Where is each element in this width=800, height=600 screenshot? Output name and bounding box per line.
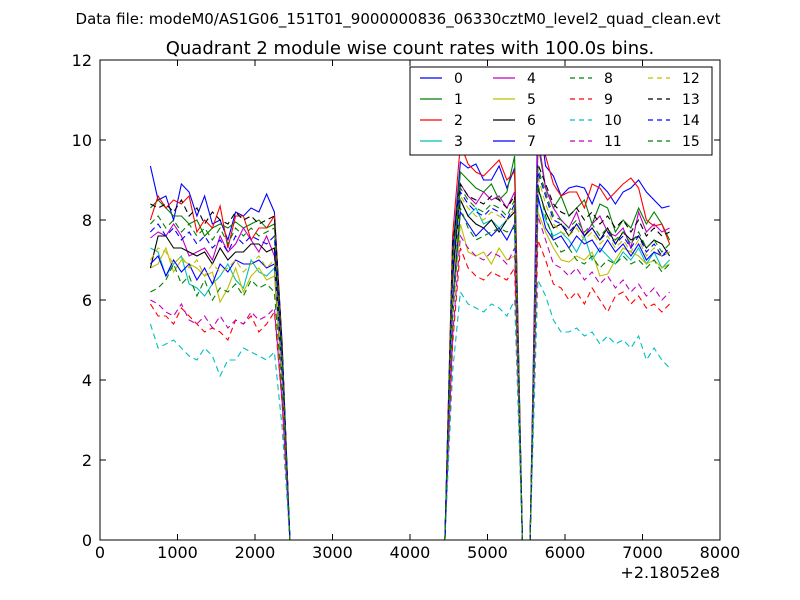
axes-layer: 0 1000 2000 3000 4000 5000 6000 7000 80000246810… xyxy=(72,51,741,562)
series-line-13 xyxy=(150,163,670,540)
legend-label-7: 7 xyxy=(527,134,536,150)
x-tick-label: 7000 xyxy=(622,543,663,562)
x-axis-offset-label: +2.18052e8 xyxy=(620,563,720,582)
x-tick-label: 2000 xyxy=(235,543,276,562)
chart-title: Quadrant 2 module wise count rates with … xyxy=(166,38,655,59)
y-tick-label: 2 xyxy=(82,451,92,470)
series-line-15 xyxy=(150,167,670,540)
y-tick-label: 0 xyxy=(82,531,92,550)
legend-label-4: 4 xyxy=(527,71,536,87)
series-line-9 xyxy=(149,239,670,540)
x-tick-label: 5000 xyxy=(467,543,508,562)
series-line-0 xyxy=(149,107,670,540)
legend-label-2: 2 xyxy=(454,113,463,129)
y-tick-label: 10 xyxy=(72,131,92,150)
legend-label-13: 13 xyxy=(682,92,700,108)
legend-label-6: 6 xyxy=(527,113,536,129)
x-tick-label: 8000 xyxy=(700,543,741,562)
legend-label-15: 15 xyxy=(682,134,700,150)
legend-label-11: 11 xyxy=(604,134,622,150)
series-line-12 xyxy=(149,175,670,540)
legend-label-0: 0 xyxy=(454,71,463,87)
data-file-label: Data file: modeM0/AS1G06_151T01_90000008… xyxy=(76,10,721,29)
y-tick-label: 6 xyxy=(82,291,92,310)
series-line-5 xyxy=(150,211,670,540)
legend-label-9: 9 xyxy=(604,92,613,108)
series-layer xyxy=(149,107,671,540)
y-tick-label: 12 xyxy=(72,51,92,70)
series-line-11 xyxy=(150,215,670,540)
y-tick-label: 4 xyxy=(82,371,92,390)
x-tick-label: 0 xyxy=(95,543,105,562)
series-line-14 xyxy=(150,171,670,540)
x-tick-label: 4000 xyxy=(390,543,431,562)
x-tick-label: 3000 xyxy=(312,543,353,562)
series-line-2 xyxy=(149,142,671,540)
x-tick-label: 1000 xyxy=(157,543,198,562)
legend-label-5: 5 xyxy=(527,92,536,108)
y-tick-label: 8 xyxy=(82,211,92,230)
legend-label-12: 12 xyxy=(682,71,700,87)
legend-label-1: 1 xyxy=(454,92,463,108)
legend-label-14: 14 xyxy=(682,113,700,129)
series-line-8 xyxy=(150,183,670,540)
series-line-10 xyxy=(149,279,670,540)
legend-box xyxy=(409,66,713,156)
x-tick-label: 6000 xyxy=(545,543,586,562)
series-line-7 xyxy=(150,195,670,540)
legend-label-8: 8 xyxy=(604,71,613,87)
legend-label-3: 3 xyxy=(454,134,463,150)
legend-label-10: 10 xyxy=(604,113,622,129)
